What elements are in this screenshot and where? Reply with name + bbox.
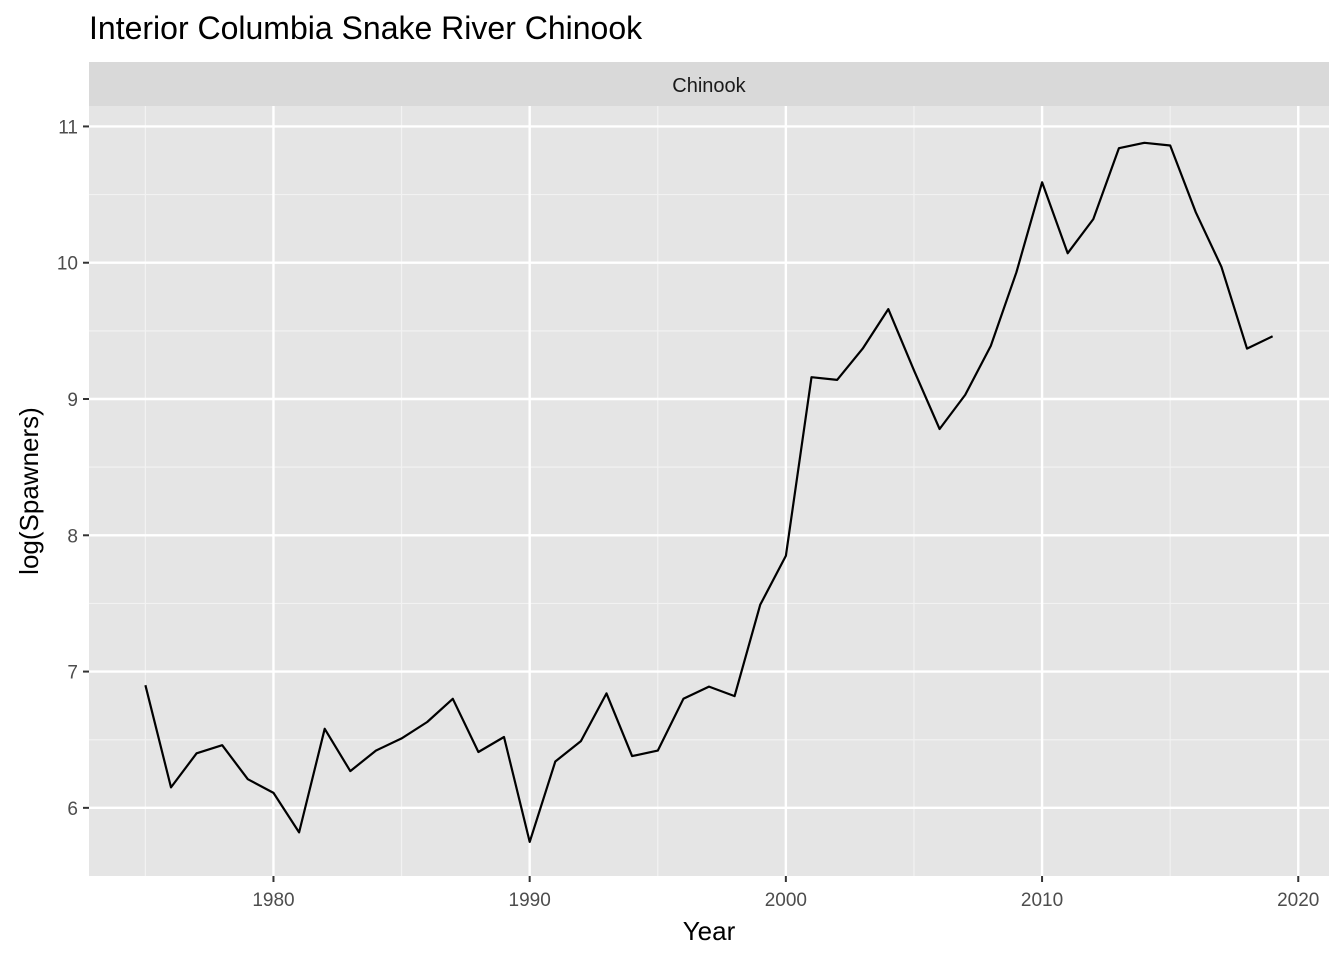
x-tick-label: 1980 xyxy=(252,890,294,911)
series-line xyxy=(144,141,1274,844)
x-tick-label: 2000 xyxy=(765,890,807,911)
x-axis-title: Year xyxy=(683,916,736,946)
facet-label: Chinook xyxy=(672,75,746,97)
y-tick-label: 10 xyxy=(57,254,78,275)
x-tick-label: 2010 xyxy=(1021,890,1063,911)
y-tick-label: 9 xyxy=(67,390,78,411)
tick-labels: 1980 1990 2000 2010 2020 6 7 8 9 10 11 xyxy=(57,117,1320,911)
y-tick-label: 11 xyxy=(58,117,78,138)
y-tick-label: 6 xyxy=(67,799,78,820)
y-tick-label: 8 xyxy=(67,526,78,547)
facet-strip xyxy=(89,62,1329,106)
major-gridlines xyxy=(89,106,1329,876)
y-tick-label: 7 xyxy=(67,663,78,684)
x-tick-label: 1990 xyxy=(509,890,551,911)
y-axis-title: log(Spawners) xyxy=(14,407,44,575)
axis-ticks xyxy=(83,125,1300,882)
minor-gridlines xyxy=(89,106,1329,876)
x-tick-label: 2020 xyxy=(1277,890,1319,911)
series-lines xyxy=(144,141,1274,844)
plot-panel xyxy=(89,106,1329,876)
chart-title: Interior Columbia Snake River Chinook xyxy=(89,10,643,46)
